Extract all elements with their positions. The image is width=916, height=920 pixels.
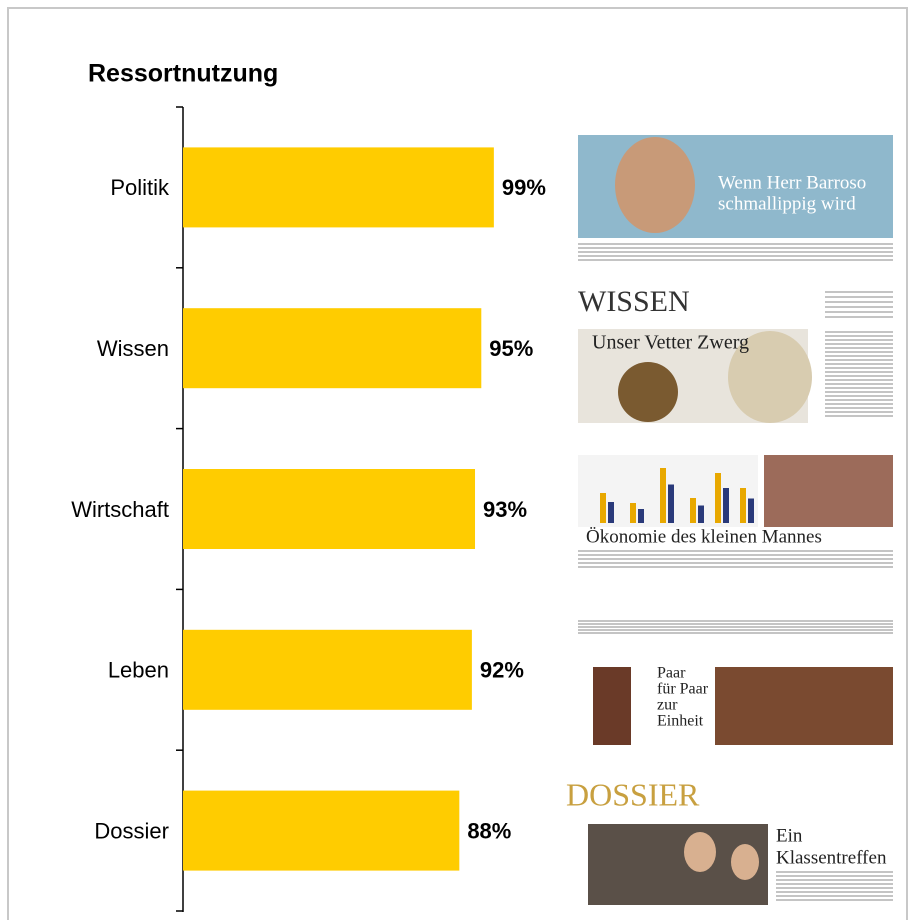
headline: Ökonomie des kleinen Mannes bbox=[586, 526, 822, 547]
mini-bar bbox=[698, 505, 704, 523]
bar bbox=[183, 469, 476, 549]
mini-bar bbox=[715, 473, 721, 523]
photo bbox=[764, 455, 893, 527]
mini-bar bbox=[748, 498, 754, 523]
bar bbox=[183, 790, 460, 871]
thumbnail: Ökonomie des kleinen Mannes bbox=[578, 455, 893, 568]
photo-face bbox=[615, 137, 695, 233]
mini-bar bbox=[660, 468, 666, 523]
category-label: Dossier bbox=[94, 818, 169, 843]
mini-bar bbox=[668, 484, 674, 523]
photo-face bbox=[684, 832, 716, 872]
category-label: Wissen bbox=[97, 336, 169, 361]
headline: schmallippig wird bbox=[718, 193, 856, 214]
chart-title: Ressortnutzung bbox=[88, 60, 278, 88]
bar bbox=[183, 147, 494, 228]
skull bbox=[728, 331, 812, 423]
headline: Wenn Herr Barroso bbox=[718, 172, 866, 193]
skull bbox=[618, 362, 678, 422]
category-label: Wirtschaft bbox=[71, 497, 169, 522]
category-label: Leben bbox=[108, 658, 169, 683]
mini-bar bbox=[740, 488, 746, 523]
value-label: 92% bbox=[480, 658, 524, 683]
headline: Paar bbox=[657, 665, 686, 682]
masthead: DOSSIER bbox=[566, 776, 700, 812]
headline: Klassentreffen bbox=[776, 847, 887, 868]
photo-face bbox=[731, 844, 759, 880]
thumbnail: WISSEN Unser Vetter Zwerg bbox=[578, 285, 893, 423]
headline: Einheit bbox=[657, 713, 704, 730]
mini-bar bbox=[600, 493, 606, 523]
headline: zur bbox=[657, 697, 678, 714]
bar bbox=[183, 629, 472, 710]
photo bbox=[593, 667, 631, 745]
value-label: 88% bbox=[467, 818, 511, 843]
photo bbox=[715, 667, 893, 745]
value-label: 99% bbox=[502, 175, 546, 200]
masthead: WISSEN bbox=[578, 285, 690, 318]
mini-bar bbox=[630, 503, 636, 523]
mini-bar bbox=[638, 509, 644, 523]
mini-bar bbox=[608, 502, 614, 523]
headline: Ein bbox=[776, 825, 803, 846]
value-label: 95% bbox=[489, 336, 533, 361]
headline: Unser Vetter Zwerg bbox=[592, 332, 749, 354]
bar bbox=[183, 308, 482, 389]
mini-bar bbox=[723, 488, 729, 523]
mini-bar bbox=[690, 498, 696, 523]
value-label: 93% bbox=[483, 497, 527, 522]
category-label: Politik bbox=[110, 175, 170, 200]
headline: für Paar bbox=[657, 681, 709, 698]
